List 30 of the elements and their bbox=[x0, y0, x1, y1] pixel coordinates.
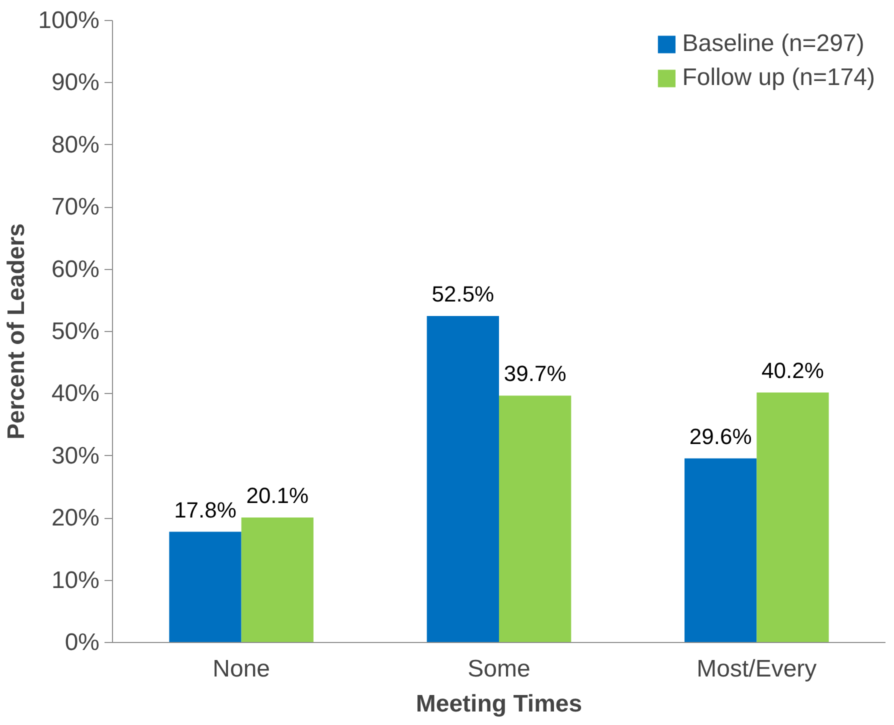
legend-label: Follow up (n=174) bbox=[682, 64, 875, 92]
bar bbox=[426, 316, 499, 642]
x-axis-title: Meeting Times bbox=[416, 690, 582, 718]
x-tick-label: Some bbox=[468, 656, 530, 682]
y-axis-title: Percent of Leaders bbox=[3, 223, 30, 440]
y-tick-label: 90% bbox=[51, 69, 100, 96]
data-label: 52.5% bbox=[432, 282, 494, 307]
data-label: 39.7% bbox=[504, 361, 566, 386]
y-tick-label: 10% bbox=[51, 566, 100, 594]
bar bbox=[756, 392, 829, 642]
x-tick-label: None bbox=[212, 656, 270, 682]
data-label: 17.8% bbox=[174, 497, 236, 522]
bar bbox=[241, 517, 314, 642]
y-tick-label: 50% bbox=[51, 318, 100, 345]
y-tick-label: 70% bbox=[51, 194, 100, 221]
y-tick-label: 0% bbox=[64, 629, 100, 656]
data-label: 20.1% bbox=[246, 483, 309, 508]
data-label: 40.2% bbox=[762, 358, 824, 384]
bar bbox=[499, 396, 572, 642]
y-tick-label: 40% bbox=[51, 380, 100, 408]
y-tick-label: 20% bbox=[51, 504, 100, 532]
data-label: 29.6% bbox=[689, 424, 752, 450]
y-tick-label: 30% bbox=[51, 442, 100, 470]
y-tick-label: 60% bbox=[51, 256, 100, 283]
bar bbox=[684, 458, 757, 642]
y-tick-label: 100% bbox=[38, 7, 100, 34]
x-tick-label: Most/Every bbox=[696, 656, 817, 682]
bar bbox=[169, 532, 242, 642]
legend-label: Baseline (n=297) bbox=[682, 30, 864, 58]
y-tick-label: 80% bbox=[51, 131, 100, 158]
